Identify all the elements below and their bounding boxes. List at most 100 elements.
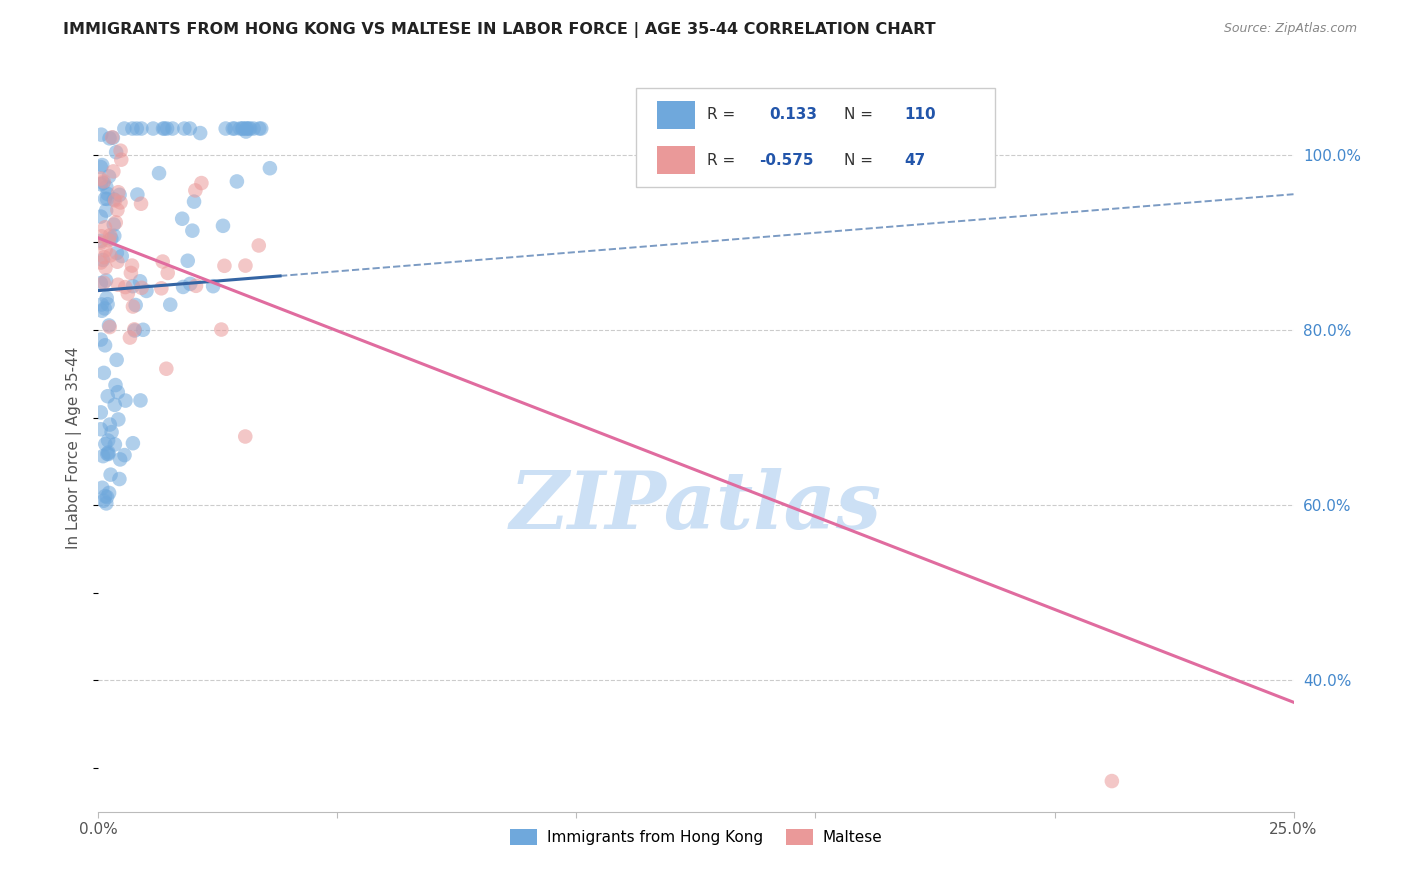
Point <box>107 412 129 426</box>
Point <box>190 176 212 190</box>
Point <box>229 121 252 136</box>
Point <box>94 489 117 503</box>
Point <box>184 183 207 197</box>
Point <box>224 121 246 136</box>
Point <box>188 126 211 140</box>
Point <box>107 186 129 200</box>
Point <box>105 145 128 160</box>
Point <box>142 121 165 136</box>
Point <box>121 259 143 273</box>
Legend: Immigrants from Hong Kong, Maltese: Immigrants from Hong Kong, Maltese <box>503 823 889 851</box>
Point <box>172 280 194 294</box>
Point <box>152 121 174 136</box>
Point <box>98 131 121 145</box>
Point <box>98 228 121 243</box>
Point <box>96 180 118 194</box>
Point <box>96 490 118 504</box>
Point <box>97 389 120 403</box>
Point <box>90 178 112 192</box>
Point <box>225 174 247 188</box>
Point <box>129 274 152 288</box>
Point <box>94 338 117 352</box>
Point <box>103 228 125 243</box>
Point <box>90 210 112 224</box>
Text: Source: ZipAtlas.com: Source: ZipAtlas.com <box>1223 22 1357 36</box>
Point <box>94 220 117 235</box>
Point <box>117 286 139 301</box>
Point <box>108 472 131 486</box>
Point <box>114 393 136 408</box>
Bar <box>657 101 695 128</box>
Point <box>107 202 129 217</box>
Point <box>96 192 118 206</box>
Point <box>124 324 146 338</box>
Point <box>179 277 201 291</box>
Point <box>91 158 114 172</box>
Point <box>156 121 179 136</box>
Y-axis label: In Labor Force | Age 35-44: In Labor Force | Age 35-44 <box>66 347 83 549</box>
Point <box>135 284 157 298</box>
Point <box>107 277 129 292</box>
Point <box>184 278 207 293</box>
Point <box>90 128 112 142</box>
Point <box>212 219 235 233</box>
Point <box>105 246 128 260</box>
Point <box>93 276 115 290</box>
Point <box>96 496 118 510</box>
Point <box>108 187 131 202</box>
Point <box>159 298 181 312</box>
Point <box>247 121 270 136</box>
Point <box>93 250 115 264</box>
Point <box>131 281 153 295</box>
Point <box>90 160 112 174</box>
Point <box>122 300 145 314</box>
Point <box>177 253 200 268</box>
Point <box>90 405 112 419</box>
Point <box>98 248 121 262</box>
Point <box>105 254 128 268</box>
Point <box>127 187 149 202</box>
Text: -0.575: -0.575 <box>759 153 814 168</box>
Point <box>150 281 173 295</box>
Point <box>173 121 195 136</box>
Point <box>122 436 145 450</box>
Point <box>94 273 117 287</box>
Point <box>121 121 143 136</box>
Point <box>90 234 112 248</box>
Point <box>98 486 121 500</box>
Point <box>242 121 264 136</box>
Text: 110: 110 <box>904 107 935 122</box>
Point <box>111 249 134 263</box>
Point <box>238 121 260 136</box>
Point <box>110 195 132 210</box>
Point <box>98 417 121 432</box>
Point <box>215 121 238 136</box>
Point <box>96 291 118 305</box>
Point <box>94 260 117 275</box>
Text: R =: R = <box>707 153 740 168</box>
Point <box>90 255 112 269</box>
Point <box>105 352 128 367</box>
Point <box>94 203 117 218</box>
Point <box>104 398 127 412</box>
Point <box>90 333 112 347</box>
Point <box>250 121 273 136</box>
Point <box>125 121 148 136</box>
Point <box>179 121 201 136</box>
Point <box>91 252 114 267</box>
Point <box>90 422 112 436</box>
Point <box>94 244 117 258</box>
Point <box>104 378 127 392</box>
Point <box>214 259 236 273</box>
Text: N =: N = <box>844 153 877 168</box>
FancyBboxPatch shape <box>637 88 995 186</box>
Point <box>91 176 114 190</box>
Point <box>162 121 184 136</box>
Point <box>97 233 120 247</box>
Point <box>129 393 152 408</box>
Bar <box>657 146 695 174</box>
Point <box>172 211 194 226</box>
Point <box>103 218 125 232</box>
Point <box>108 452 131 467</box>
Point <box>131 121 153 136</box>
